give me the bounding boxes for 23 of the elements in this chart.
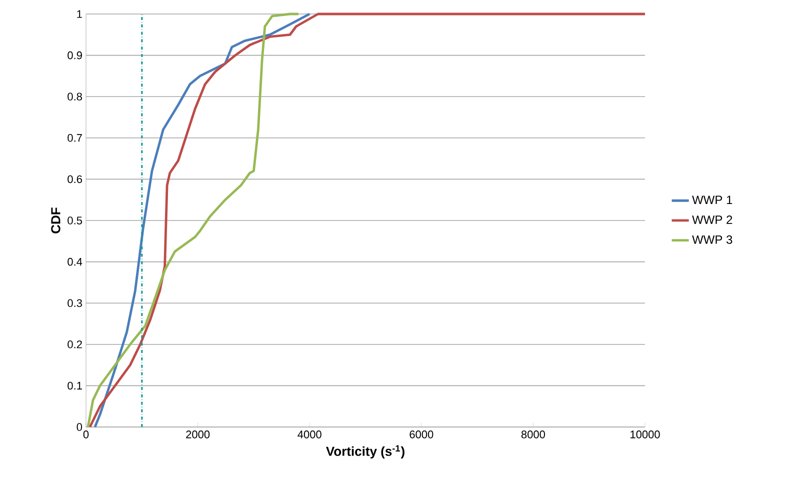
x-tick-label: 10000 [630, 430, 660, 438]
x-axis-title: Vorticity (s$^{-1}$) [326, 445, 404, 458]
y-tick-label: 0.6 [68, 175, 82, 184]
y-tick-label: 0.7 [68, 134, 82, 142]
x-tick-label: 4000 [298, 430, 322, 438]
y-tick-label: 1 [77, 10, 82, 18]
y-axis-title: CDF [51, 208, 60, 234]
legend-label: WWP 1 [692, 196, 732, 204]
y-tick-label: 0.2 [68, 340, 82, 348]
legend-label: WWP 3 [692, 235, 732, 244]
x-tick-label: 8000 [521, 430, 545, 438]
y-tick-label: 0 [76, 423, 82, 431]
x-tick-label: 0 [83, 430, 89, 438]
y-tick-label: 0.3 [68, 299, 82, 307]
x-tick-label: 6000 [410, 430, 434, 438]
legend-label: WWP 2 [692, 216, 732, 224]
y-tick-label: 0.1 [68, 382, 82, 390]
line-series [88, 12, 646, 428]
y-tick-label: 0.9 [68, 51, 82, 60]
y-tick-label: 0.5 [68, 216, 82, 224]
x-tick-label: 2000 [186, 430, 210, 438]
y-tick-label: 0.4 [68, 258, 82, 266]
y-tick-label: 0.8 [68, 92, 82, 100]
